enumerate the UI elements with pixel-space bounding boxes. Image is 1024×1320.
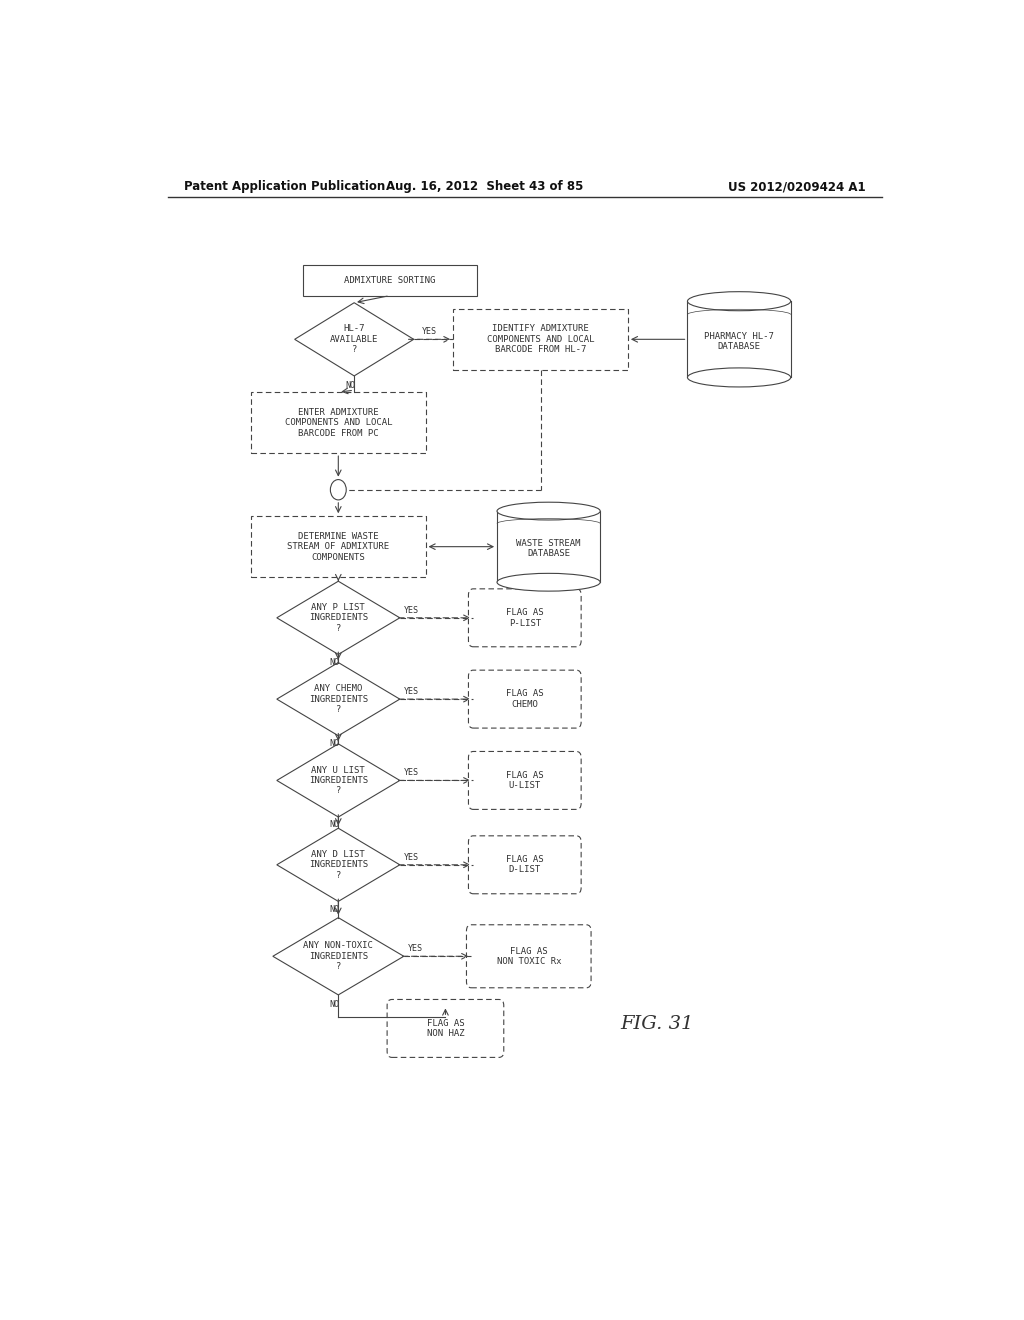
Bar xyxy=(687,301,791,378)
Polygon shape xyxy=(276,744,399,817)
Text: US 2012/0209424 A1: US 2012/0209424 A1 xyxy=(728,181,866,193)
FancyBboxPatch shape xyxy=(468,671,582,729)
Text: FLAG AS
U-LIST: FLAG AS U-LIST xyxy=(506,771,544,791)
Text: YES: YES xyxy=(403,853,419,862)
Text: NO: NO xyxy=(345,381,355,391)
FancyBboxPatch shape xyxy=(468,589,582,647)
Text: ANY P LIST
INGREDIENTS
?: ANY P LIST INGREDIENTS ? xyxy=(309,603,368,632)
Text: YES: YES xyxy=(403,768,419,777)
FancyBboxPatch shape xyxy=(468,836,582,894)
Text: FIG. 31: FIG. 31 xyxy=(620,1015,693,1034)
Polygon shape xyxy=(276,663,399,735)
Text: YES: YES xyxy=(403,606,419,615)
Text: YES: YES xyxy=(422,327,436,337)
Text: ANY CHEMO
INGREDIENTS
?: ANY CHEMO INGREDIENTS ? xyxy=(309,684,368,714)
Ellipse shape xyxy=(497,502,600,520)
Polygon shape xyxy=(295,302,414,376)
Text: NO: NO xyxy=(330,739,339,748)
Text: FLAG AS
NON HAZ: FLAG AS NON HAZ xyxy=(427,1019,464,1038)
Text: WASTE STREAM
DATABASE: WASTE STREAM DATABASE xyxy=(516,539,581,558)
Text: FLAG AS
D-LIST: FLAG AS D-LIST xyxy=(506,855,544,874)
FancyBboxPatch shape xyxy=(467,925,591,987)
Bar xyxy=(251,392,426,453)
Polygon shape xyxy=(276,581,399,655)
Text: Patent Application Publication: Patent Application Publication xyxy=(183,181,385,193)
Bar xyxy=(497,511,600,582)
Polygon shape xyxy=(272,917,403,995)
Text: NO: NO xyxy=(330,820,339,829)
Text: NO: NO xyxy=(330,904,339,913)
Ellipse shape xyxy=(497,573,600,591)
Text: PHARMACY HL-7
DATABASE: PHARMACY HL-7 DATABASE xyxy=(705,331,774,351)
Bar xyxy=(454,309,628,370)
Text: NO: NO xyxy=(330,657,339,667)
Text: FLAG AS
CHEMO: FLAG AS CHEMO xyxy=(506,689,544,709)
Ellipse shape xyxy=(687,292,791,310)
Text: ANY NON-TOXIC
INGREDIENTS
?: ANY NON-TOXIC INGREDIENTS ? xyxy=(303,941,373,972)
FancyBboxPatch shape xyxy=(387,999,504,1057)
Text: ANY U LIST
INGREDIENTS
?: ANY U LIST INGREDIENTS ? xyxy=(309,766,368,796)
Bar xyxy=(303,265,477,296)
Ellipse shape xyxy=(687,368,791,387)
Text: FLAG AS
NON TOXIC Rx: FLAG AS NON TOXIC Rx xyxy=(497,946,561,966)
Text: DETERMINE WASTE
STREAM OF ADMIXTURE
COMPONENTS: DETERMINE WASTE STREAM OF ADMIXTURE COMP… xyxy=(288,532,389,561)
Text: FLAG AS
P-LIST: FLAG AS P-LIST xyxy=(506,609,544,627)
Text: ANY D LIST
INGREDIENTS
?: ANY D LIST INGREDIENTS ? xyxy=(309,850,368,879)
Text: HL-7
AVAILABLE
?: HL-7 AVAILABLE ? xyxy=(330,325,378,354)
Text: YES: YES xyxy=(408,944,423,953)
Text: ENTER ADMIXTURE
COMPONENTS AND LOCAL
BARCODE FROM PC: ENTER ADMIXTURE COMPONENTS AND LOCAL BAR… xyxy=(285,408,392,437)
FancyBboxPatch shape xyxy=(468,751,582,809)
Text: ADMIXTURE SORTING: ADMIXTURE SORTING xyxy=(344,276,435,285)
Text: NO: NO xyxy=(330,1001,339,1008)
Text: IDENTIFY ADMIXTURE
COMPONENTS AND LOCAL
BARCODE FROM HL-7: IDENTIFY ADMIXTURE COMPONENTS AND LOCAL … xyxy=(487,325,594,354)
Polygon shape xyxy=(276,828,399,902)
Bar xyxy=(251,516,426,577)
Text: Aug. 16, 2012  Sheet 43 of 85: Aug. 16, 2012 Sheet 43 of 85 xyxy=(386,181,584,193)
Text: YES: YES xyxy=(403,686,419,696)
